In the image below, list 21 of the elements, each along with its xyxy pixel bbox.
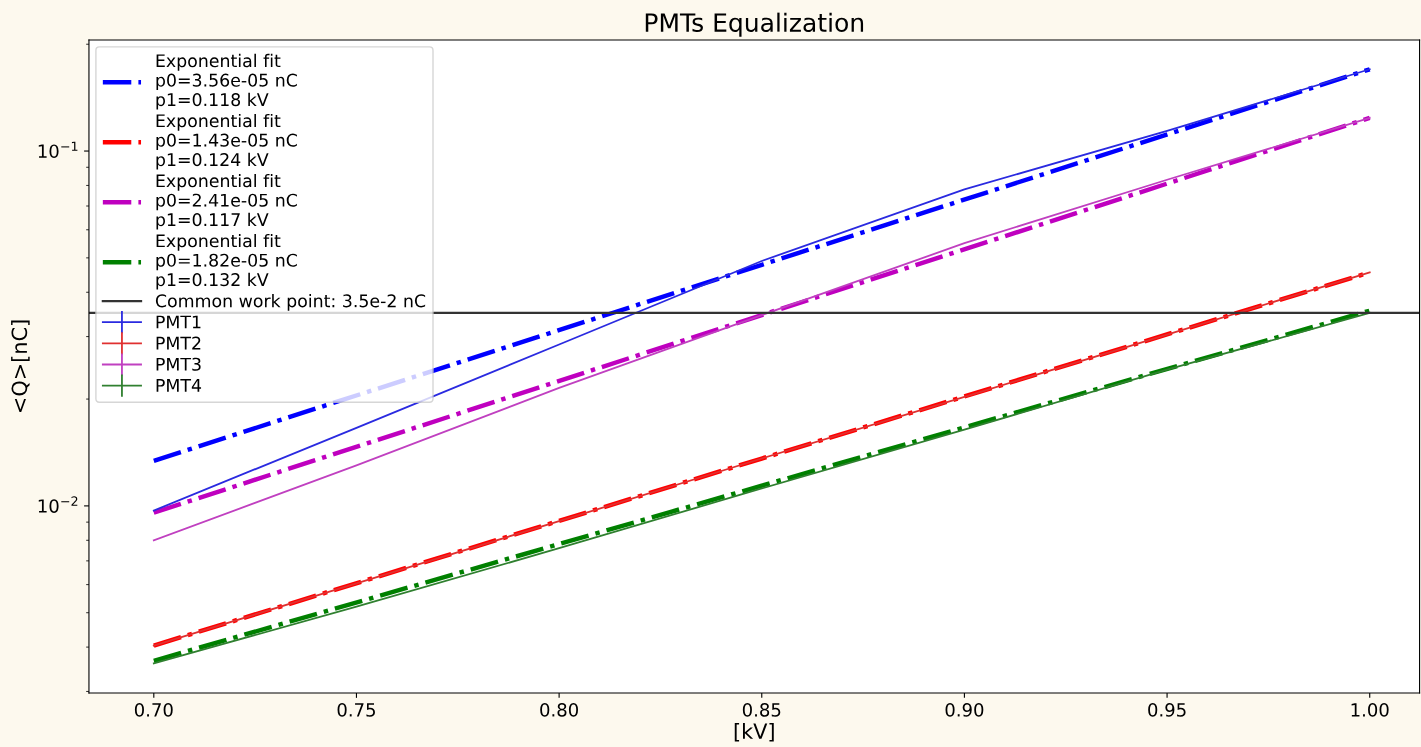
x-tick-label: 0.95 <box>1148 703 1186 717</box>
legend-label: Exponential fit p0=1.43e-05 nC p1=0.124 kV <box>156 113 297 170</box>
x-tick-label: 0.85 <box>742 703 781 717</box>
legend-label: PMT2 <box>156 336 201 350</box>
x-tick-label: 0.80 <box>540 703 579 717</box>
x-tick-label: 0.75 <box>337 703 375 717</box>
legend-label: PMT4 <box>156 379 202 392</box>
legend-label: PMT1 <box>156 315 201 329</box>
legend-label: Exponential fit p0=3.56e-05 nC p1=0.118 kV <box>156 53 297 110</box>
x-tick-label: 1.00 <box>1351 703 1389 717</box>
y-tick-label: 10$^{−1}$ <box>38 141 78 159</box>
legend-label: PMT3 <box>156 357 201 371</box>
chart-title: PMTs Equalization <box>645 12 864 37</box>
x-axis-title: [kV] <box>734 722 774 742</box>
y-axis-title: <Q>[nC] <box>11 320 30 412</box>
x-tick-label: 0.70 <box>134 703 173 717</box>
legend-label: Exponential fit p0=2.41e-05 nC p1=0.117 kV <box>156 173 297 230</box>
legend-label: Exponential fit p0=1.82e-05 nC p1=0.132 kV <box>156 233 297 290</box>
ref-line-label: Common work point: 3.5e-2 nC <box>155 293 426 311</box>
x-tick-label: 0.90 <box>945 703 984 717</box>
y-tick-label: 10$^{−2}$ <box>38 496 78 513</box>
